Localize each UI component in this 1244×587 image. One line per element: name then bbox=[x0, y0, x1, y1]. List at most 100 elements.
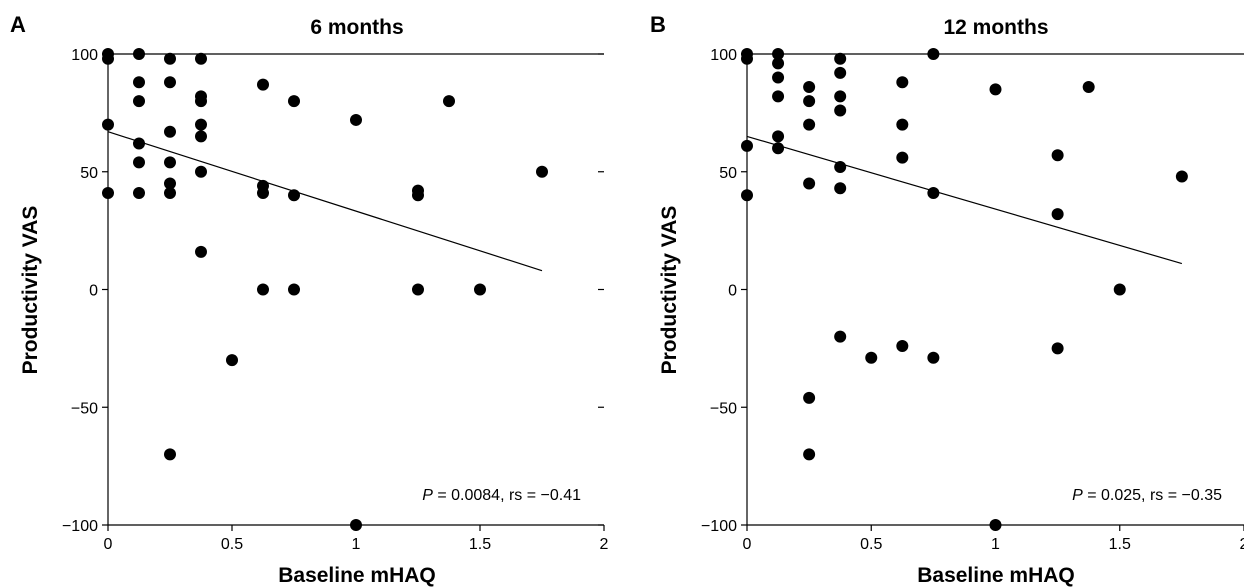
y-tick-label: −50 bbox=[71, 400, 98, 417]
y-axis-label: Productivity VAS bbox=[658, 206, 681, 375]
data-point bbox=[865, 351, 878, 364]
statistics-annotation: P = 0.025, rs = −0.35 bbox=[1072, 487, 1222, 504]
x-tick-label: 0 bbox=[104, 536, 113, 553]
data-point bbox=[803, 177, 816, 190]
y-tick-label: 50 bbox=[80, 165, 98, 182]
y-tick-label: −100 bbox=[701, 518, 737, 535]
data-point bbox=[803, 118, 816, 131]
data-point bbox=[226, 354, 238, 367]
plot-frame: −100 −50 0 50 100 0 0.5 1 1.5 2 bbox=[62, 47, 609, 553]
chart-title: 6 months bbox=[310, 16, 403, 39]
data-point bbox=[834, 161, 847, 174]
data-point bbox=[1113, 283, 1126, 296]
data-point bbox=[257, 78, 269, 91]
data-point bbox=[102, 118, 114, 131]
data-point bbox=[350, 113, 362, 126]
data-point bbox=[772, 130, 785, 143]
data-point bbox=[195, 52, 207, 65]
data-point bbox=[896, 118, 909, 131]
data-point bbox=[195, 165, 207, 178]
data-point bbox=[164, 156, 176, 169]
data-point bbox=[164, 177, 176, 190]
y-tick-label: 0 bbox=[89, 283, 98, 300]
data-point bbox=[133, 156, 145, 169]
data-point bbox=[133, 76, 145, 89]
data-point bbox=[834, 182, 847, 195]
data-point bbox=[741, 189, 753, 202]
data-point bbox=[257, 186, 269, 199]
y-tick-label: 100 bbox=[71, 47, 98, 64]
data-point bbox=[803, 80, 816, 93]
p-label: P bbox=[422, 487, 433, 504]
plot-frame: −100 −50 0 50 100 0 0.5 1 1.5 2 bbox=[701, 47, 1244, 553]
x-tick-label: 1 bbox=[991, 536, 1000, 553]
data-point bbox=[164, 52, 176, 65]
statistics-value: = 0.025, rs = −0.35 bbox=[1083, 487, 1222, 504]
data-point bbox=[474, 283, 486, 296]
data-point bbox=[896, 151, 909, 164]
data-point bbox=[412, 189, 424, 202]
data-point bbox=[164, 125, 176, 138]
p-label: P bbox=[1072, 487, 1083, 504]
data-point bbox=[536, 165, 548, 178]
y-tick-label: 100 bbox=[710, 47, 737, 64]
data-point bbox=[195, 245, 207, 258]
x-tick-label: 0.5 bbox=[860, 536, 882, 553]
data-points bbox=[741, 48, 1188, 531]
data-point bbox=[102, 52, 114, 65]
data-point bbox=[412, 283, 424, 296]
y-axis-label: Productivity VAS bbox=[19, 206, 42, 375]
data-point bbox=[288, 283, 300, 296]
data-point bbox=[834, 90, 847, 103]
data-point bbox=[834, 52, 847, 65]
x-tick-label: 1 bbox=[352, 536, 361, 553]
x-tick-label: 1.5 bbox=[469, 536, 491, 553]
statistics-annotation: P = 0.0084, rs = −0.41 bbox=[422, 487, 581, 504]
chart-title: 12 months bbox=[943, 16, 1048, 39]
data-point bbox=[803, 95, 816, 108]
panel-a: A 6 months Productivity VAS Baseline mHA… bbox=[10, 12, 609, 587]
data-point bbox=[772, 57, 785, 70]
x-tick-label: 1.5 bbox=[1109, 536, 1131, 553]
y-tick-label: 50 bbox=[719, 165, 737, 182]
data-point bbox=[1051, 208, 1064, 221]
data-point bbox=[834, 104, 847, 117]
data-point bbox=[927, 186, 940, 199]
data-point bbox=[288, 95, 300, 108]
data-point bbox=[1082, 80, 1095, 93]
data-point bbox=[1051, 149, 1064, 162]
data-point bbox=[195, 95, 207, 108]
y-tick-label: −50 bbox=[710, 400, 737, 417]
data-point bbox=[803, 391, 816, 404]
data-point bbox=[834, 330, 847, 343]
data-point bbox=[164, 186, 176, 199]
regression-line bbox=[746, 135, 1183, 265]
data-point bbox=[741, 139, 753, 152]
data-point bbox=[350, 519, 362, 531]
y-tick-label: −100 bbox=[62, 518, 98, 535]
regression-line bbox=[107, 131, 543, 272]
data-point bbox=[834, 66, 847, 79]
data-point bbox=[102, 186, 114, 199]
data-point bbox=[133, 137, 145, 150]
data-point bbox=[133, 48, 145, 60]
data-point bbox=[288, 189, 300, 202]
data-point bbox=[772, 48, 785, 60]
x-tick-label: 2 bbox=[600, 536, 609, 553]
data-point bbox=[133, 95, 145, 108]
data-point bbox=[443, 95, 455, 108]
data-point bbox=[257, 283, 269, 296]
x-axis-label: Baseline mHAQ bbox=[917, 564, 1075, 587]
data-point bbox=[896, 340, 909, 353]
statistics-value: = 0.0084, rs = −0.41 bbox=[433, 487, 581, 504]
data-point bbox=[195, 118, 207, 131]
panel-b: B 12 months Productivity VAS Baseline mH… bbox=[650, 12, 1244, 587]
panel-letter: A bbox=[10, 12, 26, 37]
x-tick-label: 0.5 bbox=[221, 536, 243, 553]
data-point bbox=[1051, 342, 1064, 355]
data-point bbox=[772, 142, 785, 155]
x-tick-label: 2 bbox=[1240, 536, 1244, 553]
data-point bbox=[772, 90, 785, 103]
data-point bbox=[772, 71, 785, 84]
